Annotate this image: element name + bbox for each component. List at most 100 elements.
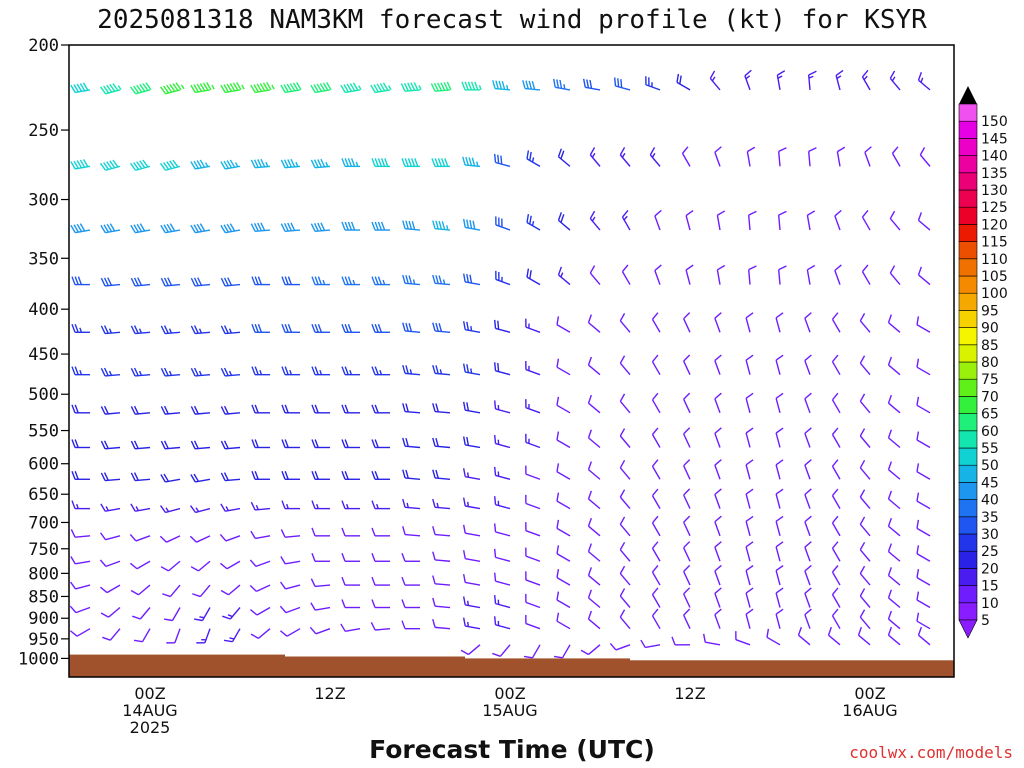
wind-barb xyxy=(681,146,691,167)
wind-barb xyxy=(834,209,842,231)
y-tick-label: 550 xyxy=(28,422,59,442)
colorbar-swatch xyxy=(958,327,978,346)
wind-barb xyxy=(189,535,211,543)
wind-barb xyxy=(371,158,390,168)
wind-barb xyxy=(129,534,151,542)
wind-barb xyxy=(887,543,901,562)
wind-barb xyxy=(190,223,211,234)
wind-barb xyxy=(129,560,151,570)
wind-barb xyxy=(280,158,301,169)
colorbar-swatch xyxy=(958,516,978,535)
wind-barb xyxy=(69,605,91,614)
wind-barb xyxy=(916,492,931,510)
wind-barb xyxy=(371,576,390,586)
wind-barb xyxy=(371,553,390,562)
wind-barb xyxy=(251,366,270,376)
y-tick-label: 850 xyxy=(28,587,59,607)
wind-barb xyxy=(162,584,181,598)
wind-barb xyxy=(223,628,241,643)
wind-barbs xyxy=(69,69,931,659)
wind-barb xyxy=(777,147,787,167)
x-tick-label: 14AUG xyxy=(122,701,177,720)
wind-barb xyxy=(402,220,421,231)
wind-barb xyxy=(132,607,151,620)
wind-barb xyxy=(745,427,754,448)
wind-barb xyxy=(310,602,331,611)
wind-barb xyxy=(775,427,784,448)
colorbar-swatch xyxy=(958,585,978,604)
colorbar-label: 10 xyxy=(981,596,999,612)
wind-barb xyxy=(341,500,360,510)
wind-barb xyxy=(859,565,871,586)
wind-barb xyxy=(714,541,722,562)
wind-barb xyxy=(190,82,215,94)
y-tick-label: 750 xyxy=(28,540,59,560)
wind-barb xyxy=(649,147,661,167)
wind-barb xyxy=(430,81,452,92)
colorbar-label: 50 xyxy=(981,458,999,474)
wind-barb xyxy=(462,524,481,537)
wind-barb xyxy=(462,573,481,586)
wind-barb xyxy=(493,496,511,510)
wind-barb xyxy=(160,560,181,572)
wind-barb xyxy=(280,82,302,94)
wind-barb xyxy=(589,210,601,231)
wind-barb xyxy=(159,535,181,543)
wind-barb xyxy=(401,576,420,586)
wind-barb xyxy=(651,587,661,608)
colorbar-label: 5 xyxy=(981,613,990,629)
wind-barb xyxy=(69,581,91,590)
wind-barb xyxy=(916,316,931,333)
wind-barb xyxy=(249,584,271,593)
wind-barb xyxy=(556,612,571,630)
wind-barb xyxy=(219,534,241,542)
wind-barb xyxy=(889,265,901,286)
wind-barb xyxy=(370,82,392,94)
wind-barb xyxy=(71,324,90,333)
wind-barb xyxy=(775,565,784,586)
wind-barb xyxy=(432,220,451,231)
colorbar-swatch xyxy=(958,206,978,225)
wind-barb xyxy=(340,82,362,94)
wind-barb xyxy=(309,626,331,635)
wind-barb xyxy=(525,547,541,562)
wind-barb xyxy=(432,618,451,630)
wind-barb xyxy=(887,589,901,609)
wind-barb xyxy=(556,545,571,562)
y-tick-label: 700 xyxy=(28,513,59,533)
wind-barb xyxy=(917,266,931,286)
wind-barb xyxy=(159,159,181,171)
wind-barb xyxy=(621,264,631,285)
wind-barb xyxy=(887,517,901,537)
colorbar-swatch xyxy=(958,189,978,208)
y-tick-label: 350 xyxy=(28,249,59,269)
colorbar-swatch xyxy=(958,138,978,156)
wind-barb xyxy=(651,427,661,448)
colorbar-label: 45 xyxy=(981,475,999,491)
wind-barb xyxy=(587,490,601,510)
wind-barb xyxy=(714,354,722,375)
colorbar-bottom-arrow xyxy=(958,619,978,639)
wind-barb xyxy=(683,459,691,480)
colorbar-label: 105 xyxy=(981,269,1008,285)
wind-barb xyxy=(609,643,631,651)
wind-barb xyxy=(311,366,330,376)
y-tick-label: 1000 xyxy=(18,649,59,669)
colorbar-swatch xyxy=(958,275,978,294)
wind-barb xyxy=(917,71,931,91)
wind-barb xyxy=(714,488,722,509)
wind-barb xyxy=(461,81,482,91)
wind-barb xyxy=(916,519,931,537)
wind-barb xyxy=(190,405,211,415)
wind-barb xyxy=(100,606,121,618)
wind-barb xyxy=(401,553,420,562)
wind-barb xyxy=(371,324,390,333)
wind-barb xyxy=(683,488,691,509)
wind-barb xyxy=(683,312,691,333)
wind-barb xyxy=(432,364,451,376)
wind-barb xyxy=(401,158,420,168)
wind-barb xyxy=(371,439,390,449)
wind-barb xyxy=(831,488,841,509)
wind-barb xyxy=(587,394,601,414)
wind-barb xyxy=(130,440,151,450)
